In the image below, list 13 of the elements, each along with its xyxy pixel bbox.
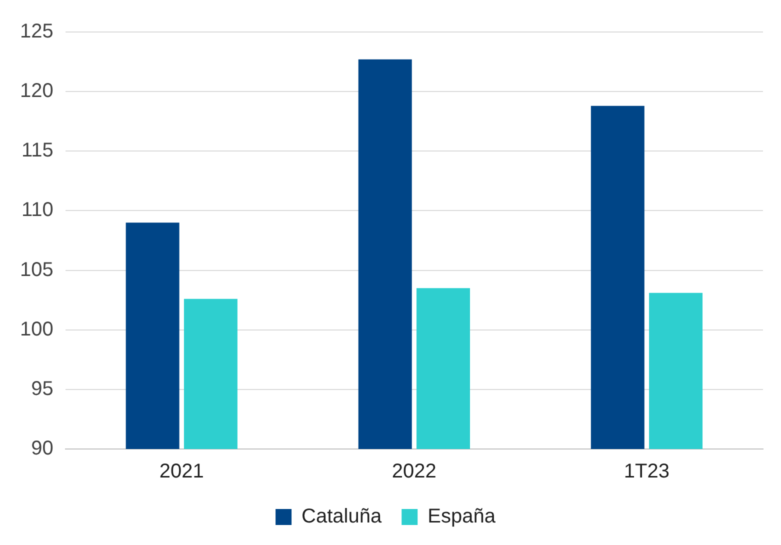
x-tick-label: 2022	[392, 460, 436, 483]
y-tick-label: 115	[21, 140, 54, 162]
y-tick-label: 90	[31, 438, 54, 460]
legend-label: Cataluña	[302, 506, 382, 528]
y-tick-label: 125	[20, 20, 54, 43]
y-tick-label: 95	[31, 378, 54, 400]
x-tick-label: 2021	[159, 460, 204, 483]
y-tick-label: 100	[20, 318, 54, 340]
y-tick-label: 110	[21, 199, 54, 222]
legend-label: España	[428, 506, 496, 528]
y-tick-label: 120	[20, 80, 54, 102]
x-tick-label: 1T23	[624, 460, 670, 483]
y-tick-label: 105	[20, 258, 54, 281]
